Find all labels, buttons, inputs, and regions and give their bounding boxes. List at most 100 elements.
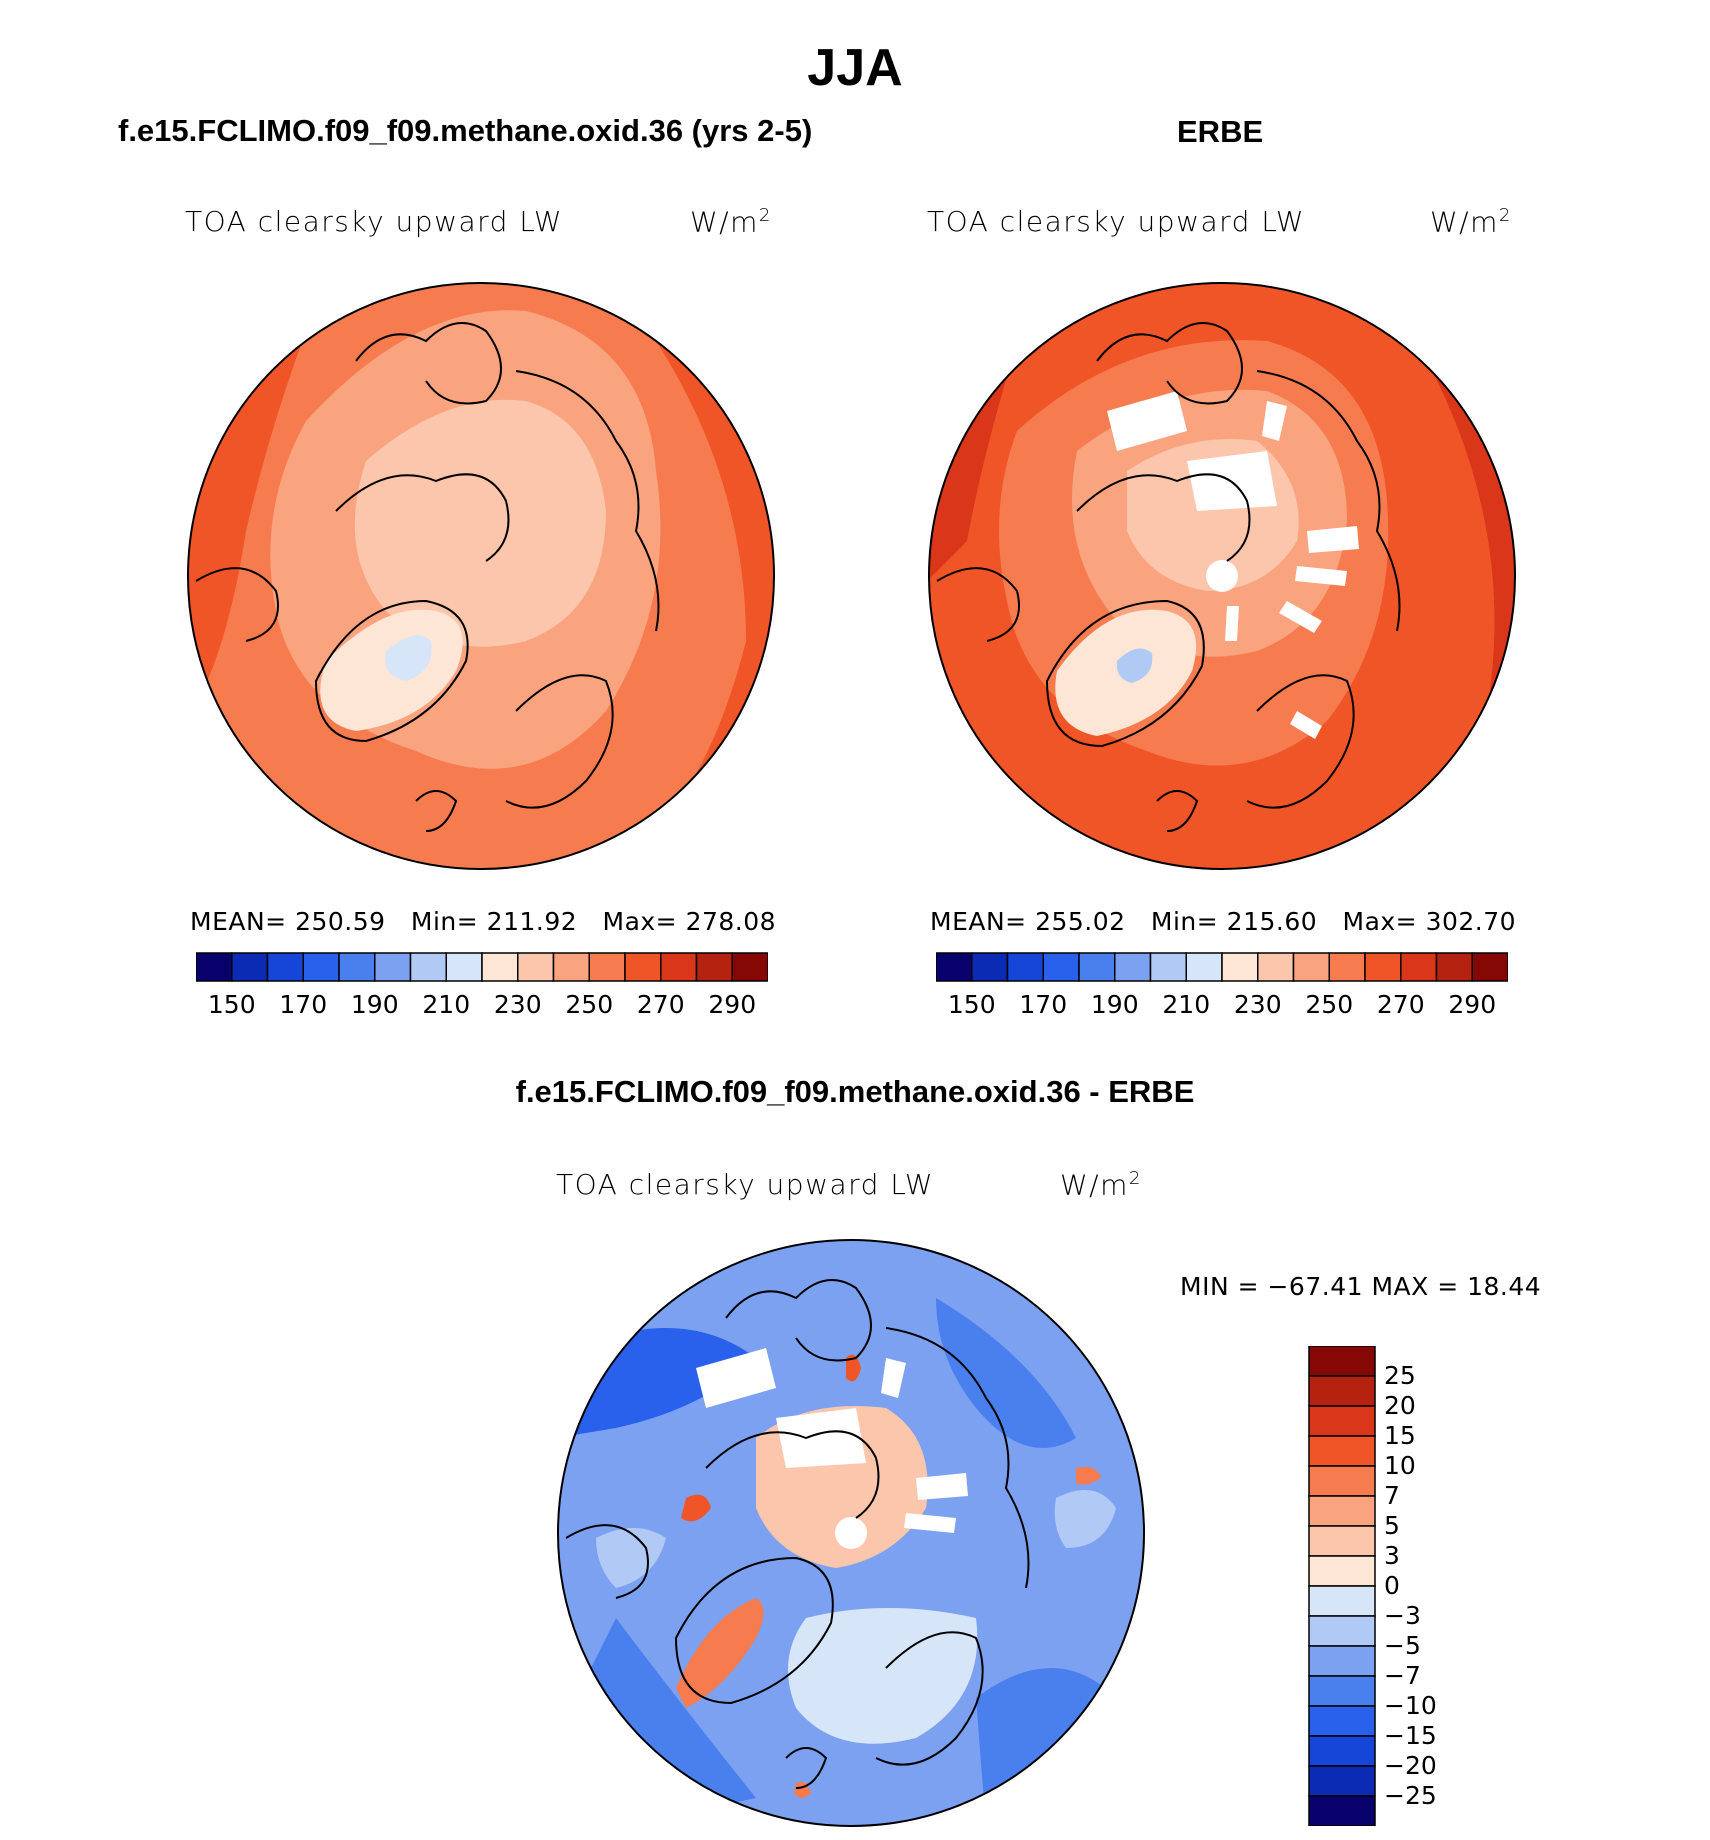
- colorbar-tick-label: 5: [1384, 1511, 1400, 1540]
- colorbar-swatch: [196, 952, 233, 982]
- colorbar-swatch: [1308, 1795, 1376, 1826]
- diff-variable: TOA clearsky upward LW: [556, 1168, 935, 1201]
- colorbar-tick-label: 150: [207, 990, 256, 1019]
- colorbar-swatch: [1308, 1675, 1376, 1707]
- colorbar-swatch: [338, 952, 376, 982]
- colorbar-swatch: [1006, 952, 1044, 982]
- figure-title: JJA: [807, 39, 903, 97]
- panel1-colorbar: [196, 952, 768, 982]
- panel1-units: W/m2: [690, 205, 772, 239]
- colorbar-swatch: [624, 952, 662, 982]
- colorbar-swatch: [552, 952, 590, 982]
- panel2-missing-data: [1107, 391, 1359, 739]
- diff-map: [557, 1239, 1145, 1827]
- panel2-coastlines: [936, 322, 1401, 832]
- panel1-field-240: [354, 399, 606, 647]
- colorbar-tick-label: −3: [1384, 1601, 1421, 1630]
- colorbar-swatch: [266, 952, 304, 982]
- colorbar-tick-label: 210: [422, 990, 471, 1019]
- colorbar-swatch: [660, 952, 698, 982]
- diff-map-border: [557, 1239, 1145, 1827]
- diff-colorbar: [1308, 1346, 1376, 1826]
- diff-coastlines: [565, 1279, 1030, 1789]
- panel2-colorbar-labels: 150 170 190 210 230 250 270 290: [936, 990, 1508, 1020]
- diff-missing-data: [696, 1348, 968, 1549]
- colorbar-swatch: [731, 952, 768, 982]
- colorbar-swatch: [1308, 1375, 1376, 1407]
- colorbar-tick-label: 150: [947, 990, 996, 1019]
- colorbar-swatch: [517, 952, 555, 982]
- colorbar-swatch: [1308, 1735, 1376, 1767]
- colorbar-swatch: [1308, 1525, 1376, 1557]
- diff-field-15-siberia: [846, 1354, 861, 1382]
- colorbar-swatch: [1308, 1495, 1376, 1527]
- colorbar-tick-label: 290: [708, 990, 757, 1019]
- colorbar-tick-label: 0: [1384, 1571, 1400, 1600]
- colorbar-swatch: [1308, 1615, 1376, 1647]
- panel2-colorbar: [936, 952, 1508, 982]
- colorbar-tick-label: −20: [1384, 1751, 1437, 1780]
- diff-field-neg10-se: [976, 1668, 1116, 1826]
- colorbar-swatch: [1185, 952, 1223, 982]
- colorbar-swatch: [1308, 1765, 1376, 1797]
- colorbar-swatch: [1308, 1465, 1376, 1497]
- colorbar-tick-label: −7: [1384, 1661, 1421, 1690]
- colorbar-swatch: [1308, 1585, 1376, 1617]
- panel2-units: W/m2: [1430, 205, 1512, 239]
- colorbar-tick-label: 7: [1384, 1481, 1400, 1510]
- colorbar-tick-label: −25: [1384, 1781, 1437, 1810]
- colorbar-swatch: [1149, 952, 1187, 982]
- colorbar-swatch: [1308, 1645, 1376, 1677]
- colorbar-tick-label: −15: [1384, 1721, 1437, 1750]
- colorbar-tick-label: 10: [1384, 1451, 1416, 1480]
- colorbar-swatch: [481, 952, 519, 982]
- diff-colorbar-labels: 25 20 15 10 7 5 3 0 −3 −5 −7 −10 −15 −20 −25: [1384, 1346, 1484, 1826]
- diff-title: f.e15.FCLIMO.f09_f09.methane.oxid.36 - E…: [515, 1074, 1195, 1109]
- colorbar-tick-label: 170: [279, 990, 328, 1019]
- colorbar-swatch: [1364, 952, 1402, 982]
- diff-field-neg3-west: [596, 1528, 666, 1588]
- panel2-title: ERBE: [1177, 114, 1264, 149]
- colorbar-swatch: [1471, 952, 1508, 982]
- diff-field-10-greenland: [676, 1598, 764, 1708]
- panel2-greenland-210: [1116, 648, 1153, 683]
- colorbar-swatch: [971, 952, 1009, 982]
- panel1-stats: MEAN= 250.59 Min= 211.92 Max= 278.08: [190, 907, 777, 936]
- panel1-colorbar-labels: 150 170 190 210 230 250 270 290: [196, 990, 768, 1020]
- colorbar-swatch: [1308, 1555, 1376, 1587]
- colorbar-tick-label: 170: [1019, 990, 1068, 1019]
- diff-units: W/m2: [1060, 1168, 1142, 1202]
- colorbar-tick-label: 25: [1384, 1361, 1416, 1390]
- colorbar-swatch: [1292, 952, 1330, 982]
- colorbar-swatch: [1114, 952, 1152, 982]
- panel2-variable: TOA clearsky upward LW: [927, 205, 1306, 238]
- panel1-title: f.e15.FCLIMO.f09_f09.methane.oxid.36 (yr…: [118, 113, 813, 148]
- colorbar-swatch: [1435, 952, 1473, 982]
- panel1-map-border: [187, 282, 775, 870]
- colorbar-swatch: [445, 952, 483, 982]
- diff-field-neg3-east: [1054, 1490, 1116, 1548]
- colorbar-tick-label: 230: [1233, 990, 1282, 1019]
- panel1-coastlines: [195, 322, 660, 832]
- colorbar-swatch: [1308, 1346, 1376, 1377]
- colorbar-swatch: [302, 952, 340, 982]
- colorbar-swatch: [1078, 952, 1116, 982]
- colorbar-swatch: [1308, 1405, 1376, 1437]
- colorbar-swatch: [936, 952, 973, 982]
- colorbar-tick-label: 230: [493, 990, 542, 1019]
- panel1-map: [187, 282, 775, 870]
- colorbar-tick-label: 290: [1448, 990, 1497, 1019]
- diff-field-0-europe: [788, 1608, 978, 1744]
- colorbar-swatch: [695, 952, 733, 982]
- colorbar-tick-label: 190: [1090, 990, 1139, 1019]
- colorbar-swatch: [1400, 952, 1438, 982]
- colorbar-tick-label: −5: [1384, 1631, 1421, 1660]
- colorbar-tick-label: 210: [1162, 990, 1211, 1019]
- colorbar-swatch: [588, 952, 626, 982]
- colorbar-swatch: [1042, 952, 1080, 982]
- colorbar-tick-label: −10: [1384, 1691, 1437, 1720]
- colorbar-tick-label: 15: [1384, 1421, 1416, 1450]
- diff-field-15-canada: [681, 1494, 711, 1522]
- colorbar-tick-label: 250: [565, 990, 614, 1019]
- colorbar-swatch: [1308, 1435, 1376, 1467]
